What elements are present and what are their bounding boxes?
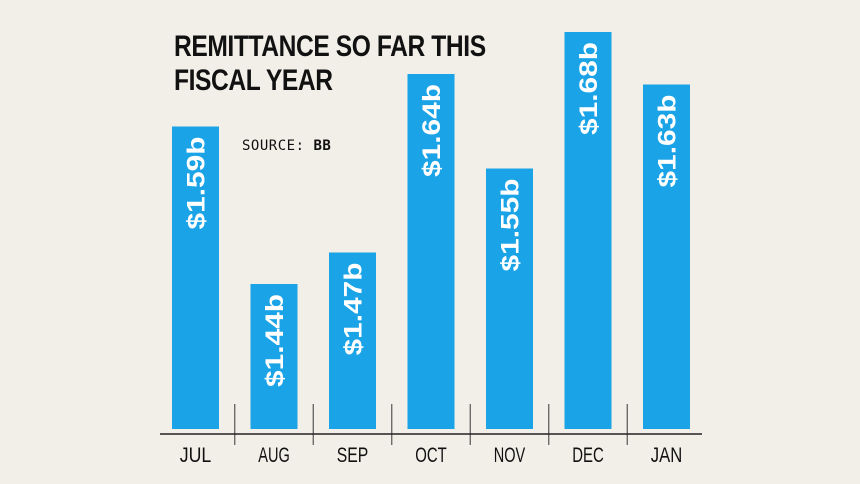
bars-group: $1.59b $1.44b $1.47b $1.64b $1.55b $1.68b $1.6… <box>172 32 690 429</box>
source-note: SOURCE: BB <box>242 138 331 154</box>
bar-oct <box>407 74 455 429</box>
bar-nov <box>486 168 533 429</box>
data-label-jul: $1.59b <box>183 137 211 230</box>
background-right <box>715 0 860 484</box>
category-label-jan: JAN <box>651 444 683 467</box>
bar-dec <box>564 32 612 429</box>
data-label-dec: $1.68b <box>575 42 603 135</box>
category-label-aug: AUG <box>258 444 290 467</box>
source-label: SOURCE: <box>242 138 305 154</box>
data-label-sep: $1.47b <box>340 263 368 356</box>
category-label-oct: OCT <box>415 444 447 467</box>
category-label-nov: NOV <box>494 444 526 467</box>
category-label-jul: JUL <box>180 444 212 467</box>
bar-jan <box>643 84 690 429</box>
chart-title: REMITTANCE SO FAR THIS FISCAL YEAR <box>174 30 486 98</box>
category-label-sep: SEP <box>337 444 369 467</box>
chart-title-line-2: FISCAL YEAR <box>174 64 333 97</box>
background-left <box>0 0 145 484</box>
axis-ticks-group <box>160 404 702 445</box>
bar-jul <box>172 126 219 429</box>
category-label-dec: DEC <box>572 444 604 467</box>
source-value: BB <box>313 138 332 154</box>
category-labels-group: JUL AUG SEP OCT NOV DEC JAN <box>180 444 683 467</box>
chart-title-line-1: REMITTANCE SO FAR THIS <box>174 30 486 63</box>
bar-sep <box>329 252 376 429</box>
data-label-nov: $1.55b <box>497 179 525 272</box>
data-label-oct: $1.64b <box>418 84 446 177</box>
data-label-jan: $1.63b <box>654 95 682 188</box>
bar-aug <box>250 284 298 429</box>
data-label-aug: $1.44b <box>261 294 289 387</box>
